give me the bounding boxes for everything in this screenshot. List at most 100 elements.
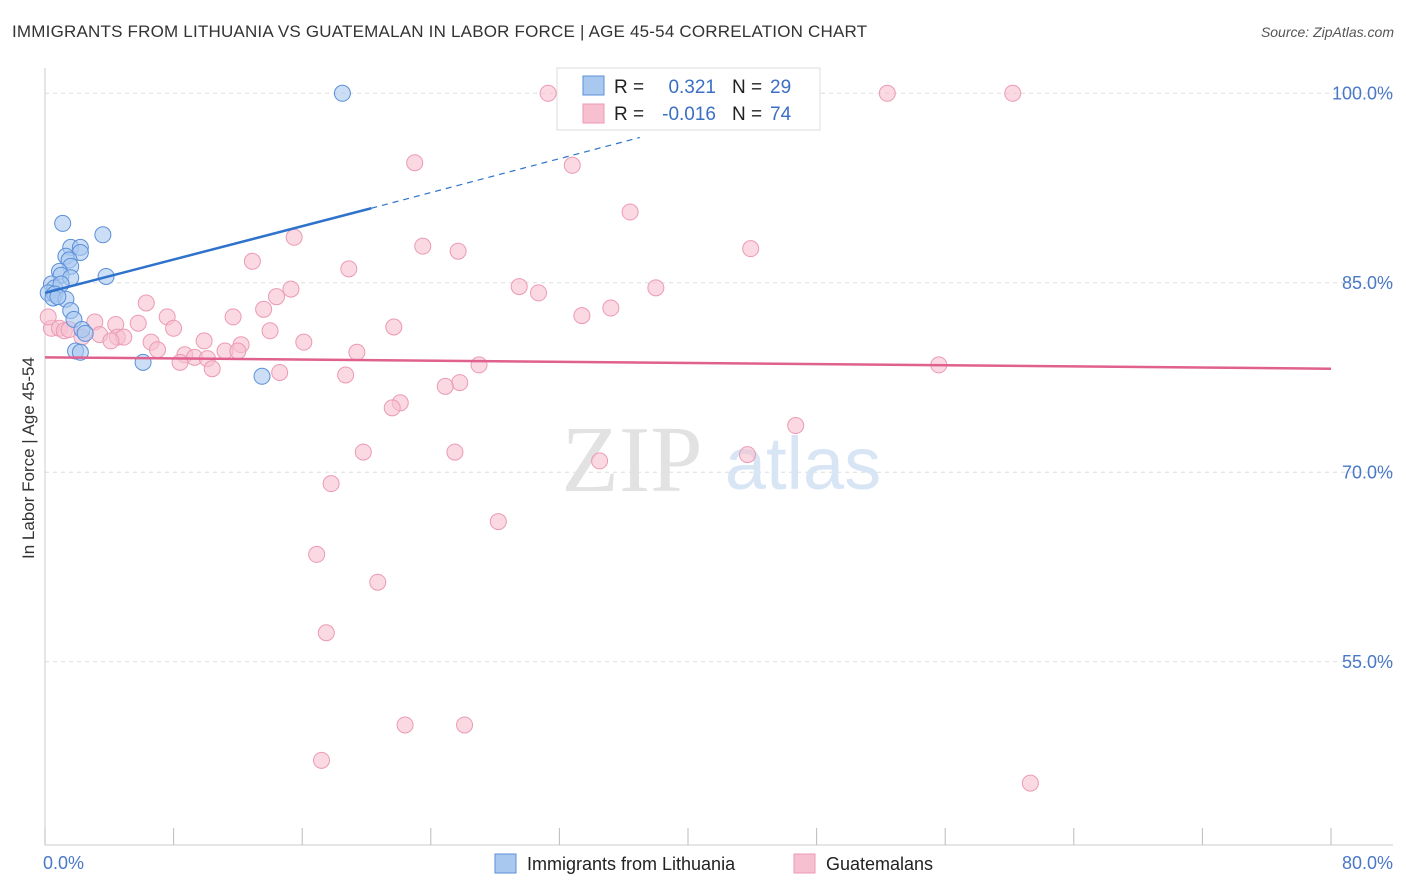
guatemalans-point: [539, 84, 557, 102]
guatemalans-point: [129, 314, 147, 332]
guatemalans-point: [243, 252, 261, 270]
guatemalans-point: [446, 443, 464, 461]
guatemalans-point: [102, 332, 120, 350]
guatemalans-point: [573, 307, 591, 325]
watermark-atlas: atlas: [725, 422, 881, 505]
guatemalans-point: [195, 332, 213, 350]
lithuania-point: [94, 226, 112, 244]
y-tick-label: 85.0%: [1342, 273, 1393, 293]
guatemalans-point: [285, 228, 303, 246]
chart-title: IMMIGRANTS FROM LITHUANIA VS GUATEMALAN …: [12, 22, 868, 41]
guatemalans-point: [563, 156, 581, 174]
series-legend: Immigrants from Lithuania Guatemalans: [494, 853, 933, 874]
legend-n-value-2: 74: [770, 104, 792, 125]
lithuania-trend-line: [44, 207, 372, 295]
guatemalans-point: [255, 300, 273, 318]
legend-r-label-2: R =: [614, 104, 644, 125]
lithuania-point: [253, 367, 271, 385]
x-tick-label-max: 80.0%: [1342, 853, 1393, 873]
guatemalans-point: [470, 356, 488, 374]
guatemalans-point: [383, 399, 401, 417]
guatemalans-point: [1021, 774, 1039, 792]
guatemalans-point: [149, 341, 167, 359]
series-legend-swatch-pink: [793, 853, 816, 874]
guatemalans-point: [322, 475, 340, 493]
guatemalans-point: [229, 342, 247, 360]
guatemalans-point: [348, 343, 366, 361]
guatemalans-point: [340, 260, 358, 278]
y-tick-labels: 100.0% 85.0% 70.0% 55.0%: [1332, 83, 1393, 672]
guatemalans-point: [787, 417, 805, 435]
guatemalans-point: [451, 374, 469, 392]
watermark-zip: ZIP: [562, 408, 703, 512]
axes: [44, 68, 1393, 846]
guatemalans-point: [530, 284, 548, 302]
legend-n-value-1: 29: [770, 77, 791, 98]
guatemalans-point: [742, 240, 760, 258]
guatemalans-point: [171, 353, 189, 371]
legend: R = 0.321 N = 29 R = -0.016 N = 74: [556, 67, 821, 131]
guatemalans-point: [647, 279, 665, 297]
guatemalans-point: [224, 308, 242, 326]
lithuania-trend-extension: [371, 136, 640, 209]
guatemalans-point: [602, 299, 620, 317]
guatemalans-point: [354, 443, 372, 461]
guatemalans-point: [312, 751, 330, 769]
series-legend-label-blue: Immigrants from Lithuania: [527, 854, 736, 874]
lithuania-point: [134, 353, 152, 371]
guatemalans-point: [267, 288, 285, 306]
series-legend-label-pink: Guatemalans: [826, 854, 933, 874]
guatemalans-point: [489, 513, 507, 531]
watermark: ZIP atlas: [562, 408, 882, 512]
guatemalans-point: [510, 278, 528, 296]
y-tick-label: 100.0%: [1332, 83, 1393, 103]
guatemalans-point: [396, 716, 414, 734]
guatemalans-point: [308, 545, 326, 563]
series-legend-swatch-blue: [494, 853, 517, 874]
x-tick-label-min: 0.0%: [43, 853, 84, 873]
y-tick-label: 55.0%: [1342, 652, 1393, 672]
legend-swatch-blue: [582, 75, 605, 96]
guatemalans-point: [591, 452, 609, 470]
guatemalans-trend-line: [44, 356, 1332, 370]
guatemalans-point: [406, 154, 424, 172]
guatemalans-point: [165, 319, 183, 337]
legend-swatch-pink: [582, 103, 605, 124]
guatemalans-point: [337, 366, 355, 384]
guatemalans-point: [621, 203, 639, 221]
guatemalans-point: [878, 84, 896, 102]
guatemalans-point: [282, 280, 300, 298]
guatemalans-point: [271, 363, 289, 381]
lithuania-point: [54, 214, 72, 232]
legend-r-value-1: 0.321: [668, 77, 716, 98]
guatemalans-point: [738, 446, 756, 464]
legend-r-label-1: R =: [614, 77, 644, 98]
legend-r-value-2: -0.016: [662, 104, 716, 125]
grid-lines: [45, 92, 1393, 663]
guatemalans-point: [317, 624, 335, 642]
guatemalans-point: [369, 573, 387, 591]
trend-lines: [44, 136, 1332, 370]
x-tick-labels: 0.0% 80.0%: [43, 853, 1393, 873]
guatemalans-point: [1004, 84, 1022, 102]
guatemalans-point: [436, 377, 454, 395]
source-note: Source: ZipAtlas.com: [1260, 24, 1394, 40]
legend-n-label-1: N =: [732, 77, 762, 98]
y-tick-label: 70.0%: [1342, 462, 1393, 482]
guatemalans-point: [137, 294, 155, 312]
guatemalans-point: [385, 318, 403, 336]
guatemalans-points: [39, 84, 1039, 792]
lithuania-point: [71, 343, 89, 361]
guatemalans-point: [39, 308, 57, 326]
guatemalans-point: [295, 333, 313, 351]
guatemalans-point: [203, 360, 221, 378]
legend-n-label-2: N =: [732, 104, 762, 125]
guatemalans-point: [456, 716, 474, 734]
lithuania-point: [333, 84, 351, 102]
lithuania-point: [76, 324, 94, 342]
guatemalans-point: [449, 242, 467, 260]
guatemalans-point: [261, 322, 279, 340]
guatemalans-point: [414, 237, 432, 255]
y-axis-title: In Labor Force | Age 45-54: [19, 357, 38, 559]
